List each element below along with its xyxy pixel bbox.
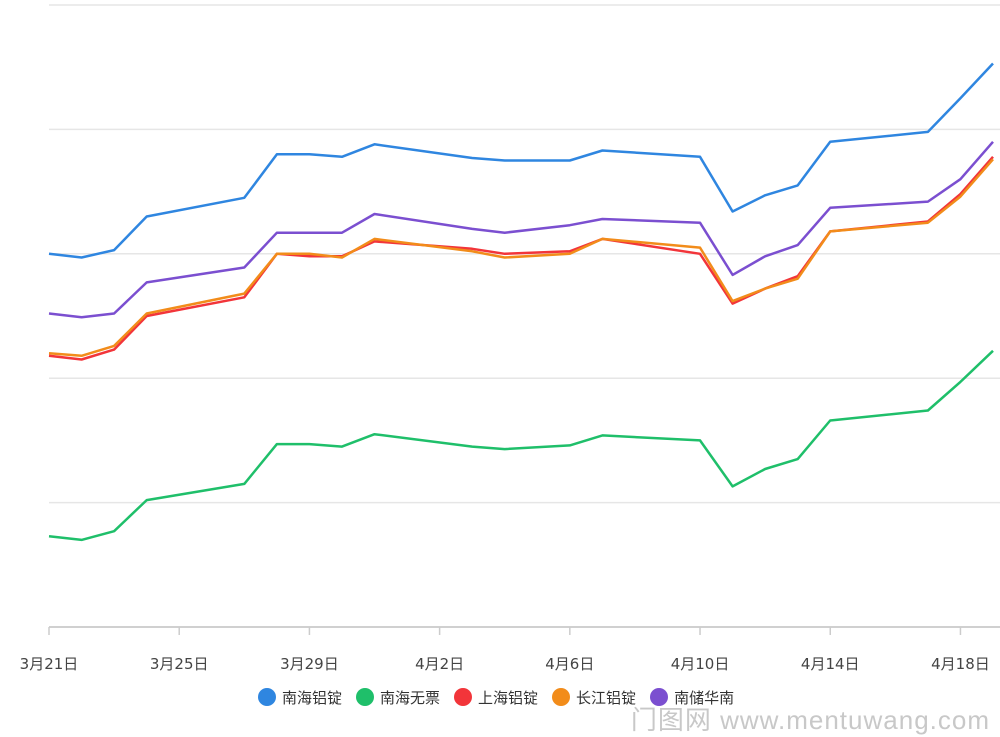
x-tick-label: 3月21日 [20, 655, 79, 673]
legend-label: 南储华南 [674, 688, 735, 707]
legend-label: 南海铝锭 [282, 688, 343, 707]
x-tick-label: 3月25日 [150, 655, 209, 673]
legend-dot-icon [650, 688, 669, 706]
series-line-5 [48, 140, 994, 319]
legend-dot-icon [552, 688, 571, 706]
legend-label: 上海铝锭 [478, 688, 539, 707]
x-tick-label: 4月2日 [415, 655, 464, 673]
legend-item-4[interactable]: 长江铝锭 [552, 687, 636, 708]
x-tick-label: 4月6日 [545, 655, 594, 673]
series-line-4 [48, 158, 994, 358]
legend: 南海铝锭 南海无票 上海铝锭 长江铝锭 南储华南 [258, 684, 734, 710]
legend-label: 南海无票 [380, 688, 441, 707]
legend-dot-icon [454, 688, 473, 706]
legend-item-5[interactable]: 南储华南 [650, 687, 734, 708]
x-tick-label: 4月18日 [931, 655, 990, 673]
series-line-2 [48, 349, 994, 542]
x-tick-label: 4月10日 [671, 655, 730, 673]
x-axis: 3月21日 3月25日 3月29日 4月2日 4月6日 4月10日 4月14日 4月18日 [20, 627, 990, 673]
legend-dot-icon [258, 688, 276, 706]
watermark: 门图网 www.mentuwang.com [630, 705, 990, 735]
legend-dot-icon [356, 688, 375, 706]
series-line-3 [48, 155, 994, 361]
series-line-1 [48, 62, 994, 259]
series-lines [48, 62, 994, 542]
x-tick-label: 4月14日 [801, 655, 860, 673]
legend-label: 长江铝锭 [576, 688, 637, 707]
legend-item-3[interactable]: 上海铝锭 [454, 687, 538, 708]
legend-item-1[interactable]: 南海铝锭 [258, 687, 342, 708]
x-tick-label: 3月29日 [280, 655, 339, 673]
gridlines [49, 4, 1000, 628]
legend-item-2[interactable]: 南海无票 [356, 687, 440, 708]
